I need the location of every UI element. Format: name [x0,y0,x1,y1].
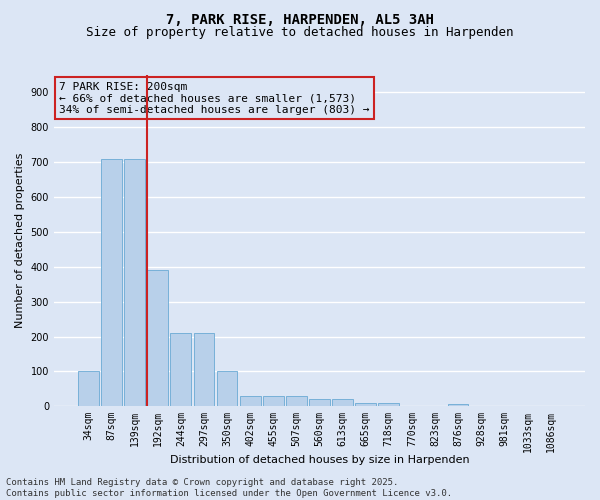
Text: Size of property relative to detached houses in Harpenden: Size of property relative to detached ho… [86,26,514,39]
Y-axis label: Number of detached properties: Number of detached properties [15,153,25,328]
Bar [240,396,260,406]
Text: Contains HM Land Registry data © Crown copyright and database right 2025.
Contai: Contains HM Land Registry data © Crown c… [6,478,452,498]
Bar [448,404,469,406]
Bar [170,333,191,406]
Bar [101,158,122,406]
Bar [379,402,399,406]
Bar [332,400,353,406]
Bar [217,372,238,406]
Bar [194,333,214,406]
Bar [78,372,99,406]
Text: 7, PARK RISE, HARPENDEN, AL5 3AH: 7, PARK RISE, HARPENDEN, AL5 3AH [166,12,434,26]
Bar [124,158,145,406]
Bar [286,396,307,406]
Bar [263,396,284,406]
X-axis label: Distribution of detached houses by size in Harpenden: Distribution of detached houses by size … [170,455,469,465]
Bar [355,402,376,406]
Text: 7 PARK RISE: 200sqm
← 66% of detached houses are smaller (1,573)
34% of semi-det: 7 PARK RISE: 200sqm ← 66% of detached ho… [59,82,370,115]
Bar [309,400,330,406]
Bar [148,270,168,406]
